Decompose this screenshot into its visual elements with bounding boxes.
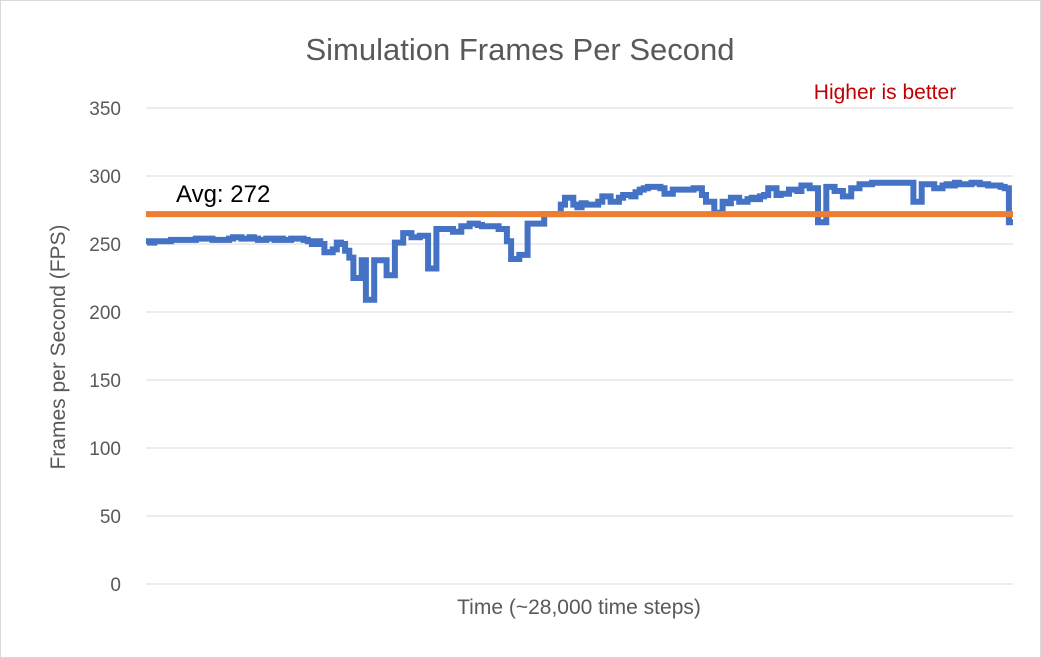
y-tick-label-200: 200 [89,303,121,324]
y-axis-label: Frames per Second (FPS) [47,224,70,469]
chart-title: Simulation Frames Per Second [305,32,734,67]
y-tick-label-100: 100 [89,439,121,460]
series-line-fps [146,179,1013,303]
gridlines [146,107,1013,585]
y-tick-label-250: 250 [89,235,121,256]
y-tick-labels: 0 50 100 150 200 250 300 350 [89,99,121,596]
y-tick-label-300: 300 [89,167,121,188]
y-tick-label-150: 150 [89,371,121,392]
y-tick-label-350: 350 [89,99,121,120]
y-tick-label-50: 50 [100,507,121,528]
average-label: Avg: 272 [176,181,270,208]
x-axis-label: Time (~28,000 time steps) [457,596,701,619]
annotation-higher-is-better: Higher is better [814,81,956,104]
y-tick-label-0: 0 [110,575,121,596]
